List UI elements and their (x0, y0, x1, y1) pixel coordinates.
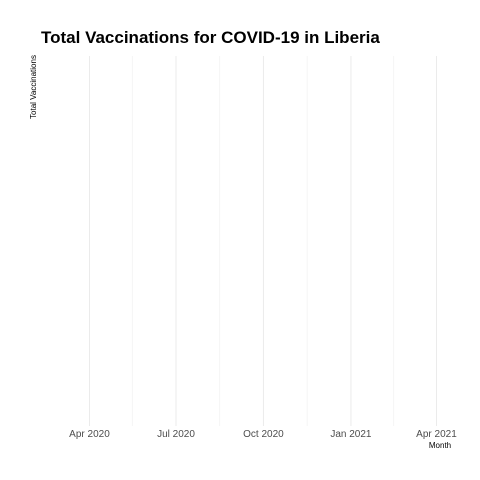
x-tick-label-0: Apr 2020 (69, 429, 110, 440)
x-axis-title: Month (429, 441, 451, 450)
major-gridlines (88, 56, 437, 426)
chart-title: Total Vaccinations for COVID-19 in Liber… (41, 28, 380, 47)
x-tick-label-1: Jul 2020 (157, 429, 195, 440)
x-tick-label-3: Jan 2021 (330, 429, 372, 440)
plot-area (88, 56, 437, 426)
y-axis-title: Total Vaccinations (29, 55, 38, 119)
x-tick-label-2: Oct 2020 (243, 429, 284, 440)
minor-gridlines (131, 56, 395, 426)
x-axis-tick-labels: Apr 2020 Jul 2020 Oct 2020 Jan 2021 Apr 2021 (69, 429, 457, 440)
x-tick-label-4: Apr 2021 (416, 429, 457, 440)
